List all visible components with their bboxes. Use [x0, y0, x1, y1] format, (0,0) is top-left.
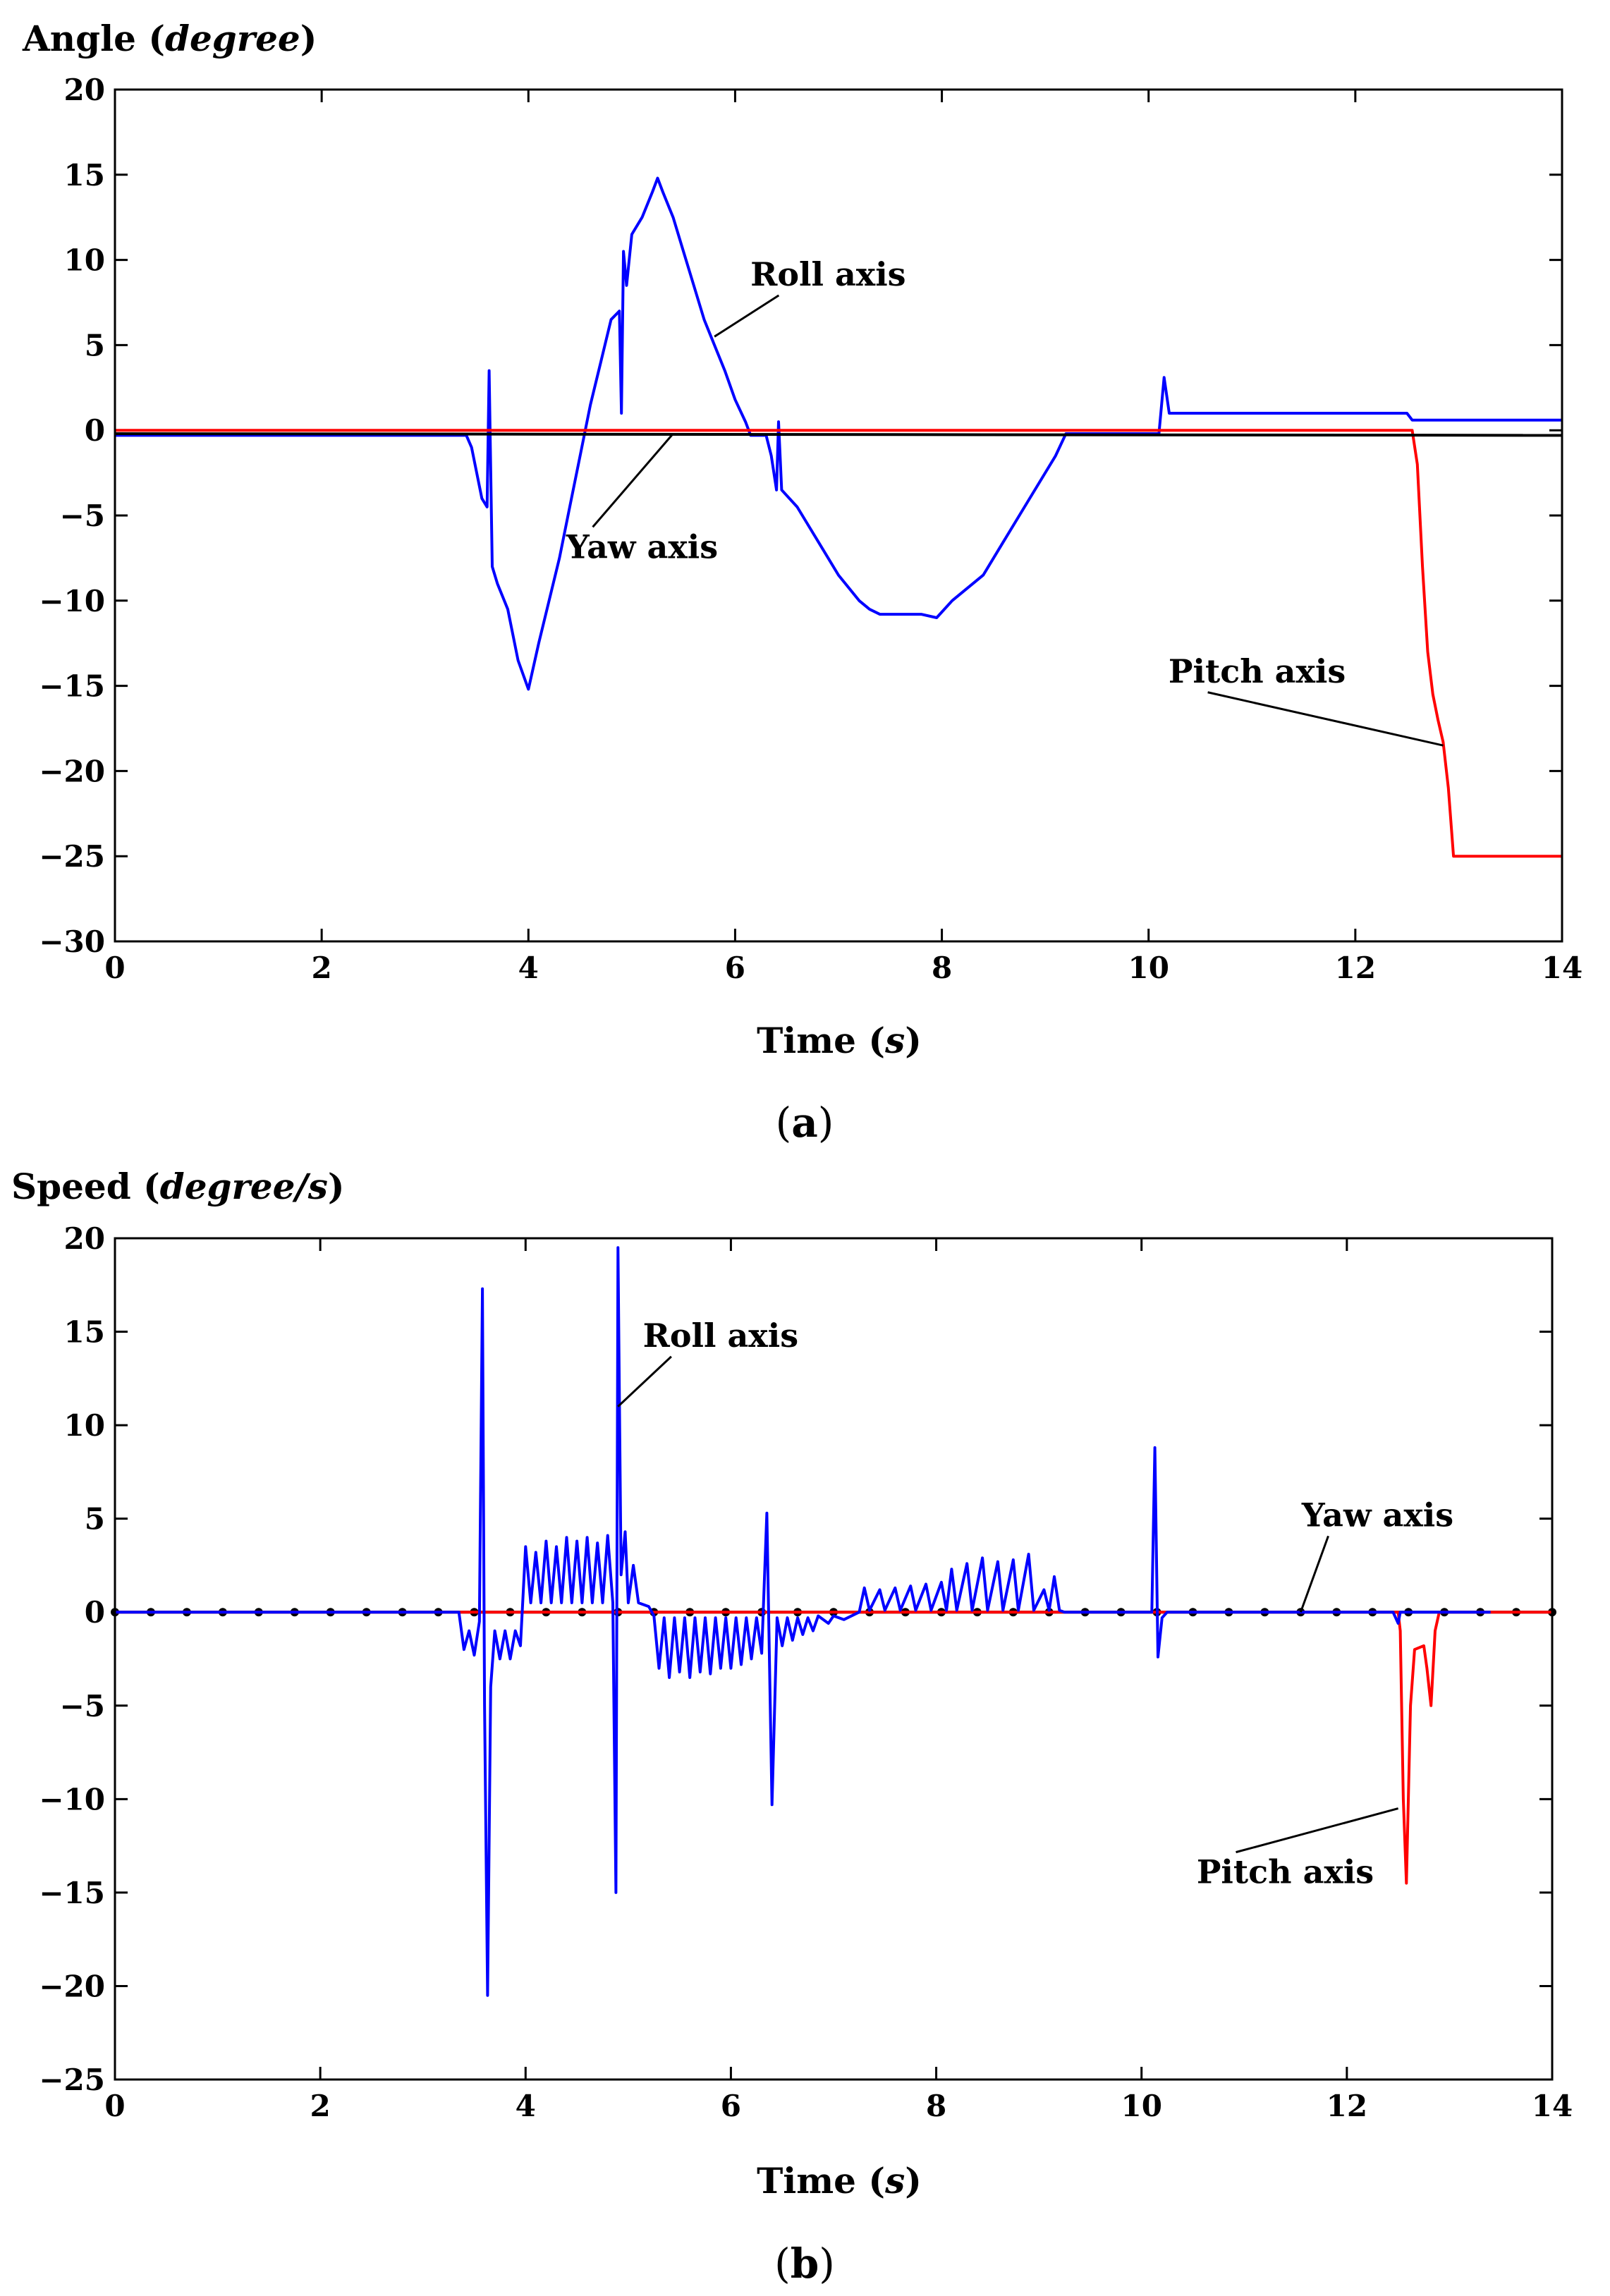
panel-a-annotations: Roll axis Yaw axis Pitch axis — [566, 255, 1444, 747]
panel-b-xtick-label: 14 — [1532, 2089, 1573, 2123]
panel-b-xtick-label: 8 — [926, 2089, 946, 2123]
panel-a-annotation-leader — [592, 433, 674, 528]
panel-b-ytick-label: −5 — [60, 1689, 105, 1723]
panel-a-ytick-label: 10 — [64, 243, 105, 278]
panel-a-series — [114, 176, 1563, 858]
panel-a-xtick-label: 2 — [312, 951, 332, 985]
panel-a-caption: (a) — [776, 1099, 834, 1147]
panel-a-ytick-label: −20 — [39, 754, 105, 788]
panel-b-ytick-label: 20 — [64, 1221, 105, 1256]
panel-a-ytick-label: −5 — [60, 499, 105, 533]
panel-b-xtick-label: 6 — [721, 2089, 741, 2123]
panel-b-ytick-label: 5 — [85, 1502, 105, 1537]
panel-a-ytick-label: −15 — [39, 669, 105, 704]
panel-b-series — [111, 1246, 1556, 1997]
panel-a-ytick-label: −10 — [39, 584, 105, 618]
panel-b-speed-chart: Speed (degree/s) 0 2 4 6 8 10 12 14 20 15 10 5 0 −5 −1… — [11, 1166, 1573, 2288]
panel-b-ytick-label: 0 — [85, 1595, 105, 1630]
panel-a-ytick-label: 0 — [85, 413, 105, 448]
panel-a-angle-chart: Angle (degree) 0 2 4 6 8 10 12 14 20 15 10 5 0 −5 −10 −… — [22, 18, 1582, 1147]
panel-a-plot-frame — [114, 88, 1563, 943]
panel-a-xtick-label: 12 — [1335, 951, 1376, 985]
panel-a-series-yaw-axis — [114, 432, 1563, 437]
panel-a-xtick-label: 14 — [1542, 951, 1582, 985]
panel-b-annotation-leader — [617, 1355, 672, 1407]
panel-b-annotation-label: Roll axis — [643, 1317, 798, 1355]
panel-a-xtick-label: 10 — [1128, 951, 1169, 985]
panel-b-series-pitch-axis — [115, 1611, 1552, 1885]
panel-b-annotation-leader — [1236, 1807, 1399, 1854]
panel-b-annotations: Roll axis Yaw axis Pitch axis — [617, 1317, 1453, 1891]
panel-b-ytick-label: −20 — [39, 1969, 105, 2003]
panel-b-xtick-label: 12 — [1327, 2089, 1367, 2123]
panel-a-ytick-label: 20 — [64, 73, 105, 107]
panel-a-annotation-label: Yaw axis — [566, 527, 718, 566]
panel-a-ylabel: Angle (degree) — [22, 18, 317, 59]
panel-b-caption: (b) — [774, 2240, 835, 2288]
panel-b-series-roll-axis — [115, 1246, 1491, 1997]
panel-a-ytick-label: −25 — [39, 839, 105, 874]
panel-b-ytick-label: −10 — [39, 1782, 105, 1816]
panel-a-xtick-label: 6 — [725, 951, 745, 985]
panel-b-annotation-label: Yaw axis — [1301, 1496, 1453, 1534]
panel-a-annotation-leader — [714, 294, 780, 338]
panel-b-ytick-label: −15 — [39, 1876, 105, 1910]
panel-b-ylabel: Speed (degree/s) — [11, 1166, 345, 1207]
panel-b-annotation-label: Pitch axis — [1197, 1853, 1374, 1891]
panel-b-xtick-label: 2 — [310, 2089, 331, 2123]
panel-b-xtick-label: 0 — [104, 2089, 125, 2123]
panel-a-ytick-label: 5 — [85, 328, 105, 362]
panel-b-ticks: 0 2 4 6 8 10 12 14 20 15 10 5 0 −5 −10 −15 −20 −25 — [39, 1221, 1573, 2123]
panel-a-ytick-label: 15 — [64, 158, 105, 193]
panel-a-xlabel: Time (s) — [757, 1020, 922, 1061]
panel-b-ytick-label: 10 — [64, 1408, 105, 1443]
panel-a-xtick-label: 0 — [104, 951, 125, 985]
panel-a-annotation-leader — [1207, 691, 1444, 747]
panel-b-plot-frame — [114, 1237, 1554, 2081]
panel-b-ytick-label: −25 — [39, 2063, 105, 2097]
panel-a-ytick-label: −30 — [39, 924, 105, 959]
panel-a-ticks: 0 2 4 6 8 10 12 14 20 15 10 5 0 −5 −10 −15 −20 −25 −30 — [39, 73, 1582, 985]
panel-a-xtick-label: 8 — [932, 951, 952, 985]
panel-b-xlabel: Time (s) — [757, 2160, 922, 2202]
panel-b-xtick-label: 4 — [516, 2089, 536, 2123]
panel-a-series-pitch-axis — [115, 429, 1562, 858]
panel-b-xtick-label: 10 — [1121, 2089, 1161, 2123]
panel-a-xtick-label: 4 — [518, 951, 539, 985]
panel-b-annotation-leader — [1299, 1535, 1329, 1613]
panel-a-annotation-label: Pitch axis — [1169, 652, 1346, 690]
panel-a-series-roll-axis — [115, 176, 1562, 691]
panel-a-annotation-label: Roll axis — [750, 255, 905, 293]
panel-b-ytick-label: 15 — [64, 1315, 105, 1350]
